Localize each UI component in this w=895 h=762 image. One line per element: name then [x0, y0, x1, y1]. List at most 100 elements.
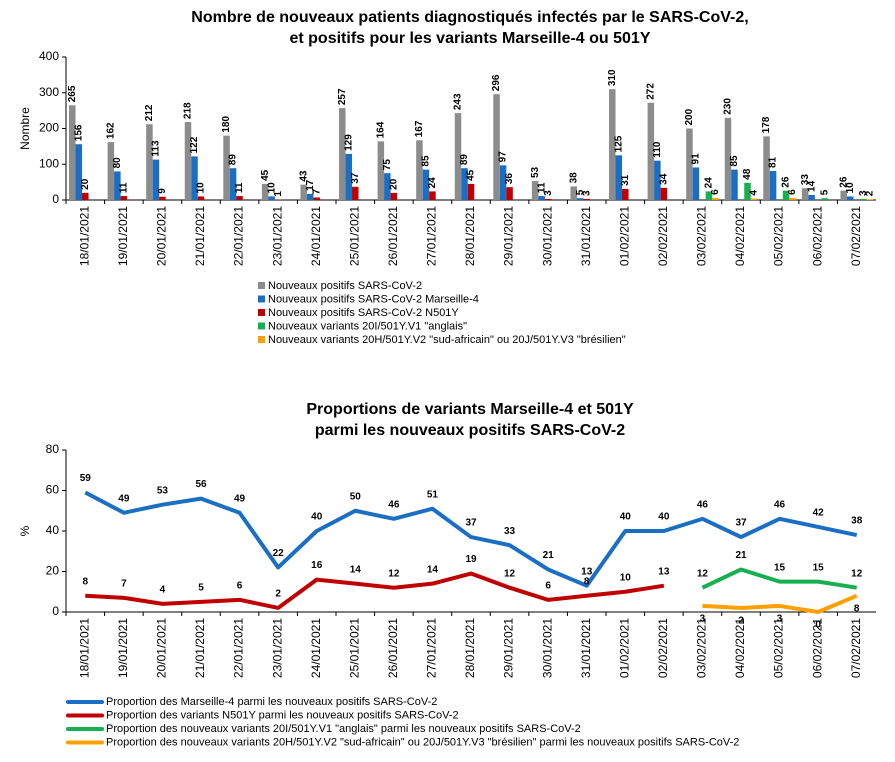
- value-label: 7: [311, 188, 322, 194]
- value-label: 180: [221, 116, 232, 133]
- value-label: 1: [273, 191, 284, 197]
- x-tick-label: 03/02/2021: [695, 618, 709, 678]
- bar: [712, 198, 719, 200]
- bar: [69, 105, 76, 200]
- value-label: 125: [613, 135, 624, 152]
- value-label: 8: [584, 576, 590, 587]
- legend-swatch: [258, 309, 265, 316]
- x-tick-label: 04/02/2021: [733, 206, 747, 266]
- value-label: 37: [735, 518, 747, 529]
- x-tick-label: 23/01/2021: [270, 206, 284, 266]
- bar: [313, 197, 320, 200]
- value-label: 5: [819, 189, 830, 195]
- value-label: 89: [228, 154, 239, 166]
- value-label: 50: [350, 491, 362, 502]
- value-label: 53: [530, 166, 541, 178]
- value-label: 12: [851, 568, 863, 579]
- value-label: 3: [700, 614, 706, 625]
- value-label: 53: [157, 485, 169, 496]
- bar: [808, 195, 815, 200]
- x-tick-label: 07/02/2021: [849, 618, 863, 678]
- value-label: 212: [144, 104, 155, 121]
- chart-title: et positifs pour les variants Marseille-…: [289, 30, 650, 47]
- bar: [185, 122, 192, 200]
- value-label: 6: [545, 580, 551, 591]
- value-label: 178: [761, 116, 772, 133]
- value-label: 19: [465, 554, 477, 565]
- x-tick-label: 30/01/2021: [540, 206, 554, 266]
- value-label: 24: [704, 177, 715, 189]
- legend-label: Nouveaux variants 20I/501Y.V1 "anglais": [268, 320, 467, 332]
- x-tick-label: 25/01/2021: [347, 206, 361, 266]
- chart-title: Nombre de nouveaux patients diagnostiqué…: [191, 9, 748, 26]
- value-label: 272: [645, 83, 656, 100]
- bar: [121, 196, 128, 200]
- value-label: 33: [504, 526, 516, 537]
- value-label: 40: [311, 512, 323, 523]
- y-tick-label: 200: [39, 121, 59, 135]
- value-label: 48: [742, 168, 753, 180]
- value-label: 45: [466, 169, 477, 181]
- value-label: 6: [787, 189, 798, 195]
- x-tick-label: 27/01/2021: [425, 618, 439, 678]
- value-label: 162: [105, 122, 116, 139]
- value-label: 34: [658, 173, 669, 185]
- x-tick-label: 23/01/2021: [270, 618, 284, 678]
- value-label: 12: [697, 568, 709, 579]
- bar: [391, 193, 398, 200]
- x-tick-label: 07/02/2021: [849, 206, 863, 266]
- x-tick-label: 03/02/2021: [695, 206, 709, 266]
- value-label: 38: [568, 172, 579, 184]
- value-label: 122: [189, 136, 200, 153]
- value-label: 10: [620, 572, 632, 583]
- legend-label: Nouveaux positifs SARS-CoV-2: [268, 280, 422, 292]
- x-tick-label: 28/01/2021: [463, 618, 477, 678]
- value-label: 45: [260, 169, 271, 181]
- value-label: 16: [311, 560, 323, 571]
- value-label: 15: [774, 562, 786, 573]
- bar: [339, 108, 346, 200]
- x-tick-label: 19/01/2021: [116, 618, 130, 678]
- legend-swatch: [258, 323, 265, 330]
- bar: [847, 196, 854, 200]
- value-label: 46: [697, 499, 709, 510]
- value-label: 21: [735, 550, 747, 561]
- value-label: 89: [459, 154, 470, 166]
- value-label: 46: [774, 499, 786, 510]
- x-tick-label: 22/01/2021: [232, 618, 246, 678]
- value-label: 38: [851, 516, 863, 527]
- legend-label: Proportion des Marseille-4 parmi les nou…: [106, 696, 437, 708]
- x-tick-label: 29/01/2021: [502, 206, 516, 266]
- value-label: 24: [427, 177, 438, 189]
- chart-title: parmi les nouveaux positifs SARS-CoV-2: [315, 422, 625, 439]
- value-label: 42: [813, 508, 825, 519]
- bar: [583, 199, 590, 200]
- legend-swatch: [258, 296, 265, 303]
- value-label: 0: [815, 620, 821, 631]
- y-tick-label: 0: [52, 192, 59, 206]
- y-tick-label: 40: [46, 523, 60, 537]
- x-tick-label: 24/01/2021: [309, 206, 323, 266]
- legend-swatch: [258, 282, 265, 289]
- y-axis-label: Nombre: [18, 107, 32, 150]
- value-label: 59: [80, 473, 92, 484]
- bar: [577, 198, 584, 200]
- value-label: 2: [864, 190, 875, 196]
- value-label: 10: [845, 182, 856, 194]
- value-label: 40: [620, 512, 632, 523]
- value-label: 4: [160, 585, 166, 596]
- value-label: 110: [652, 141, 663, 158]
- value-label: 97: [498, 151, 509, 163]
- bar: [468, 184, 475, 200]
- value-label: 200: [684, 108, 695, 125]
- value-label: 2: [275, 589, 281, 600]
- value-label: 11: [118, 182, 129, 193]
- legend-swatch: [258, 336, 265, 343]
- bar: [146, 124, 153, 200]
- bar: [789, 198, 796, 200]
- value-label: 13: [658, 566, 670, 577]
- value-label: 15: [813, 562, 825, 573]
- value-label: 3: [777, 614, 783, 625]
- bar: [622, 189, 629, 200]
- value-label: 20: [80, 178, 91, 190]
